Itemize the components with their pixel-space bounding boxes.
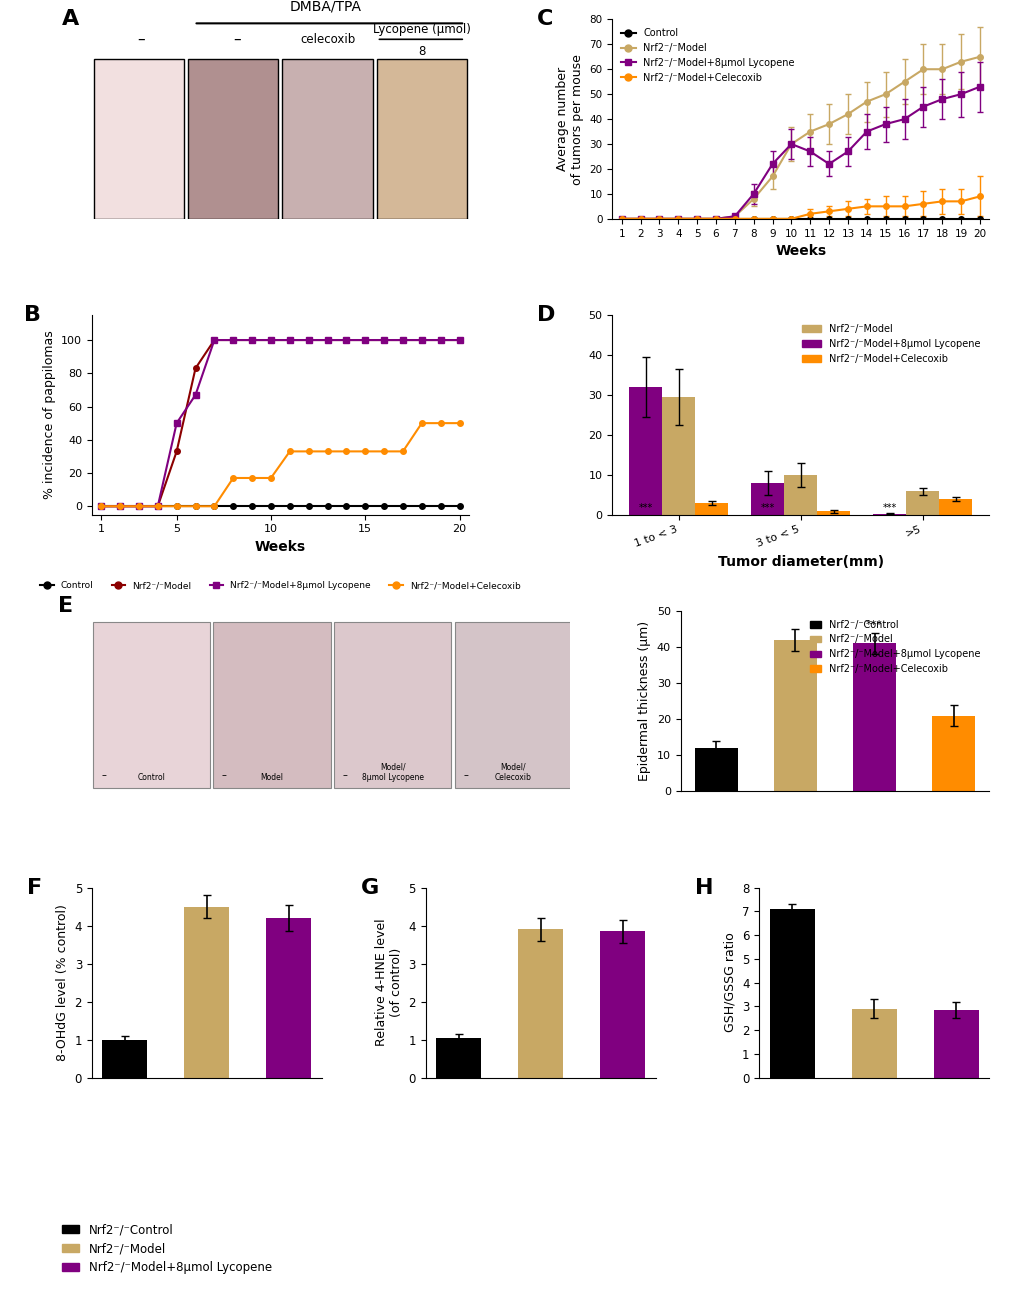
Bar <box>266 918 311 1078</box>
Text: ***: *** <box>638 502 652 513</box>
Bar <box>454 622 572 788</box>
Text: ***: *** <box>865 620 882 630</box>
Bar <box>102 1039 147 1078</box>
X-axis label: Tumor diameter(mm): Tumor diameter(mm) <box>717 555 883 568</box>
Text: F: F <box>28 878 43 899</box>
Y-axis label: 8-OHdG level (% control): 8-OHdG level (% control) <box>56 904 69 1061</box>
Text: Model: Model <box>261 773 283 782</box>
Bar <box>282 59 372 218</box>
Bar <box>661 396 695 515</box>
Bar <box>694 747 738 791</box>
Text: DMBA/TPA: DMBA/TPA <box>289 0 362 13</box>
Legend: Nrf2⁻/⁻Control, Nrf2⁻/⁻Model, Nrf2⁻/⁻Model+8μmol Lycopene, Nrf2⁻/⁻Model+Celecoxi: Nrf2⁻/⁻Control, Nrf2⁻/⁻Model, Nrf2⁻/⁻Mod… <box>805 616 983 678</box>
Bar <box>773 640 816 791</box>
Bar <box>376 59 467 218</box>
Legend: Control, Nrf2⁻/⁻Model, Nrf2⁻/⁻Model+8μmol Lycopene, Nrf2⁻/⁻Model+Celecoxib: Control, Nrf2⁻/⁻Model, Nrf2⁻/⁻Model+8μmo… <box>37 577 524 594</box>
Text: –: – <box>342 771 347 781</box>
Bar <box>851 1008 896 1078</box>
Text: –: – <box>101 771 106 781</box>
Y-axis label: Epidermal thickness (μm): Epidermal thickness (μm) <box>638 621 650 781</box>
Text: –: – <box>222 771 226 781</box>
Text: –: – <box>233 32 240 46</box>
Bar <box>187 59 278 218</box>
Bar <box>751 483 784 515</box>
Bar <box>213 622 330 788</box>
Bar <box>435 1038 481 1078</box>
Bar <box>518 930 562 1078</box>
Legend: Nrf2⁻/⁻Model, Nrf2⁻/⁻Model+8μmol Lycopene, Nrf2⁻/⁻Model+Celecoxib: Nrf2⁻/⁻Model, Nrf2⁻/⁻Model+8μmol Lycopen… <box>797 320 983 368</box>
Bar <box>769 909 814 1078</box>
X-axis label: Weeks: Weeks <box>774 244 825 258</box>
Y-axis label: Relative 4-HNE level
(of control): Relative 4-HNE level (of control) <box>374 919 403 1047</box>
Bar <box>852 643 896 791</box>
Text: ***: *** <box>760 502 774 513</box>
Bar <box>933 1010 978 1078</box>
Bar <box>629 387 661 515</box>
Legend: Control, Nrf2⁻/⁻Model, Nrf2⁻/⁻Model+8μmol Lycopene, Nrf2⁻/⁻Model+Celecoxib: Control, Nrf2⁻/⁻Model, Nrf2⁻/⁻Model+8μmo… <box>616 25 798 86</box>
Bar <box>784 475 816 515</box>
Bar <box>94 59 184 218</box>
Bar <box>938 498 971 515</box>
Text: D: D <box>536 305 554 325</box>
Text: H: H <box>694 878 712 899</box>
Text: 8: 8 <box>418 45 425 58</box>
Text: C: C <box>536 9 552 30</box>
Bar <box>184 906 229 1078</box>
Text: celecoxib: celecoxib <box>300 32 355 45</box>
Text: Model/
Celecoxib: Model/ Celecoxib <box>494 763 531 782</box>
Legend: Nrf2⁻/⁻Control, Nrf2⁻/⁻Model, Nrf2⁻/⁻Model+8μmol Lycopene: Nrf2⁻/⁻Control, Nrf2⁻/⁻Model, Nrf2⁻/⁻Mod… <box>57 1219 276 1278</box>
Y-axis label: Average number
of tumors per mouse: Average number of tumors per mouse <box>555 54 583 185</box>
Bar <box>599 931 645 1078</box>
Bar <box>695 503 728 515</box>
Text: G: G <box>361 878 379 899</box>
Y-axis label: % incidence of pappilomas: % incidence of pappilomas <box>43 330 55 500</box>
Bar <box>333 622 450 788</box>
Bar <box>816 511 850 515</box>
Text: Control: Control <box>138 773 165 782</box>
Text: ***: *** <box>881 503 896 514</box>
Bar <box>931 715 974 791</box>
Bar <box>93 622 210 788</box>
X-axis label: Weeks: Weeks <box>255 540 306 554</box>
Y-axis label: GSH/GSSG ratio: GSH/GSSG ratio <box>722 932 736 1033</box>
Bar <box>906 492 938 515</box>
Text: Lycopene (μmol): Lycopene (μmol) <box>373 23 471 36</box>
Text: –: – <box>137 32 145 46</box>
Text: –: – <box>463 771 468 781</box>
Text: B: B <box>23 305 41 325</box>
Text: E: E <box>58 596 73 616</box>
Text: A: A <box>61 9 78 30</box>
Text: Model/
8μmol Lycopene: Model/ 8μmol Lycopene <box>362 763 424 782</box>
